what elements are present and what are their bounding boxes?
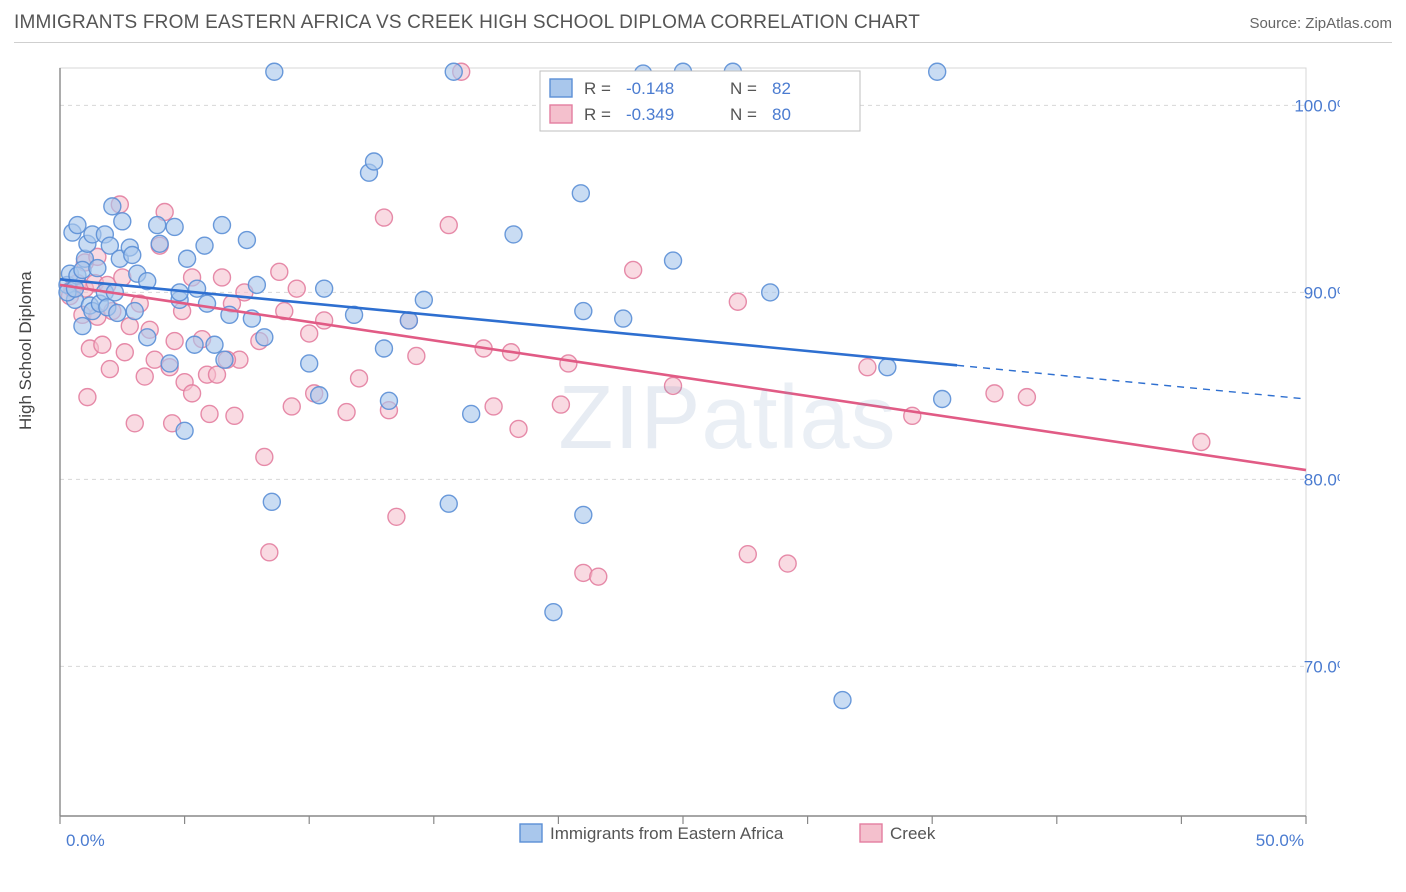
svg-text:70.0%: 70.0%	[1304, 657, 1340, 676]
svg-text:-0.148: -0.148	[626, 79, 674, 98]
y-axis-label: High School Diploma	[16, 271, 36, 430]
chart-title: IMMIGRANTS FROM EASTERN AFRICA VS CREEK …	[14, 12, 920, 34]
svg-text:Creek: Creek	[890, 824, 936, 843]
svg-text:90.0%: 90.0%	[1304, 283, 1340, 302]
svg-text:-0.349: -0.349	[626, 105, 674, 124]
svg-text:0.0%: 0.0%	[66, 831, 105, 850]
svg-text:100.0%: 100.0%	[1294, 96, 1340, 115]
svg-text:N =: N =	[730, 79, 757, 98]
svg-text:82: 82	[772, 79, 791, 98]
svg-text:80: 80	[772, 105, 791, 124]
title-bar: IMMIGRANTS FROM EASTERN AFRICA VS CREEK …	[14, 12, 1392, 43]
svg-text:N =: N =	[730, 105, 757, 124]
svg-text:R =: R =	[584, 79, 611, 98]
svg-text:Immigrants from Eastern Africa: Immigrants from Eastern Africa	[550, 824, 784, 843]
chart-area: 70.0% 80.0% 90.0% 100.0% 0.0% 50.0% R = -0.148 N…	[50, 60, 1340, 850]
chart-source: Source: ZipAtlas.com	[1249, 15, 1392, 32]
svg-text:80.0%: 80.0%	[1304, 470, 1340, 489]
svg-text:R =: R =	[584, 105, 611, 124]
svg-text:50.0%: 50.0%	[1256, 831, 1304, 850]
scatter-chart: 70.0% 80.0% 90.0% 100.0% 0.0% 50.0% R = -0.148 N…	[50, 60, 1340, 850]
